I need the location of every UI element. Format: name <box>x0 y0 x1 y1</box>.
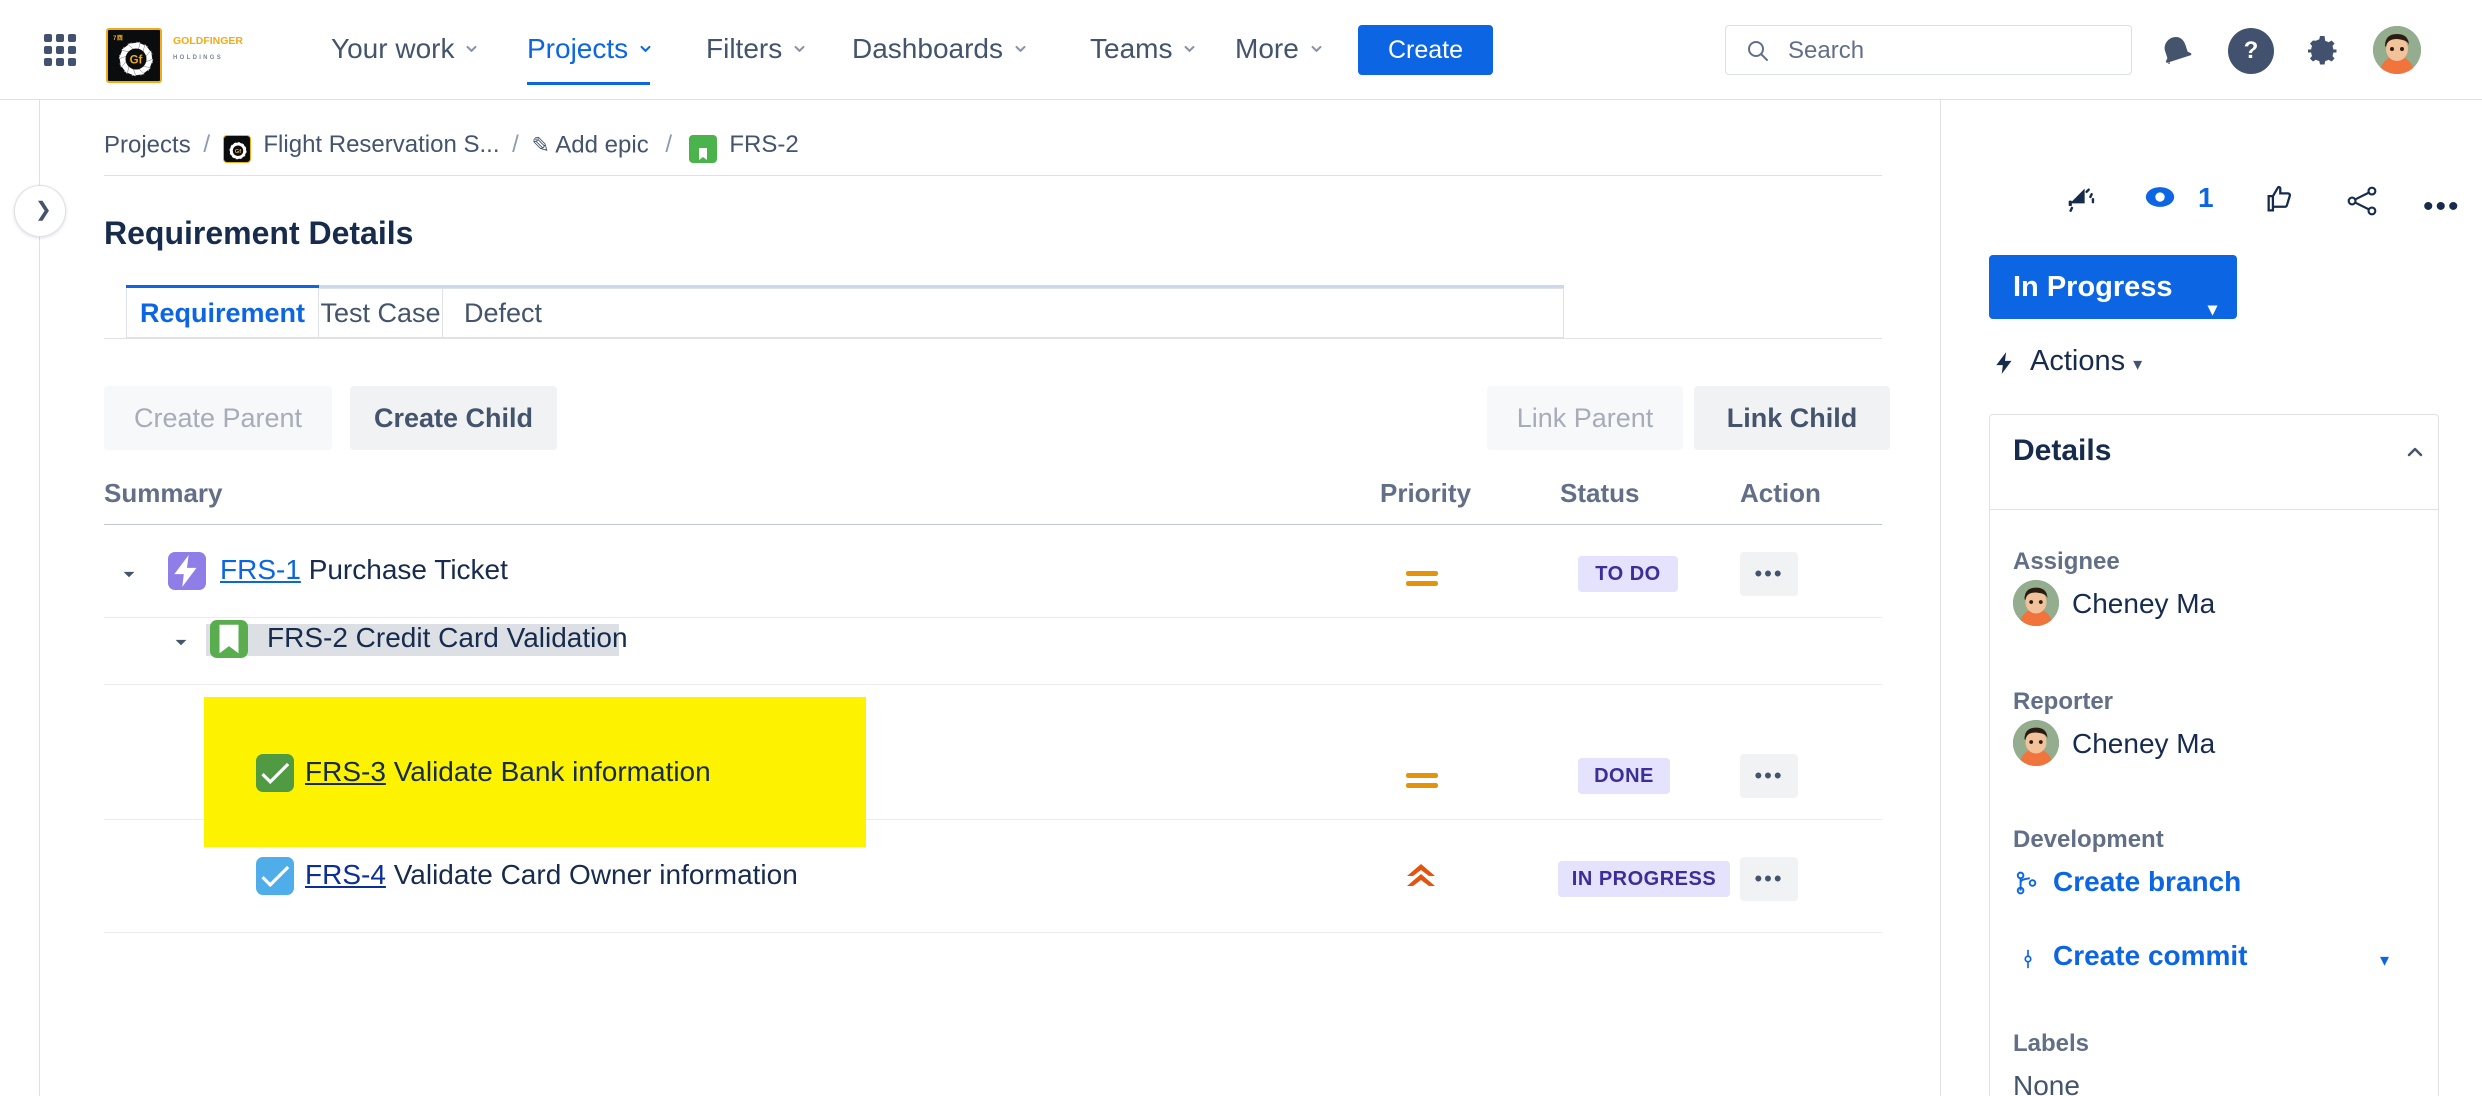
svg-text:Gf: Gf <box>130 55 143 67</box>
svg-text:Gf: Gf <box>235 149 241 155</box>
